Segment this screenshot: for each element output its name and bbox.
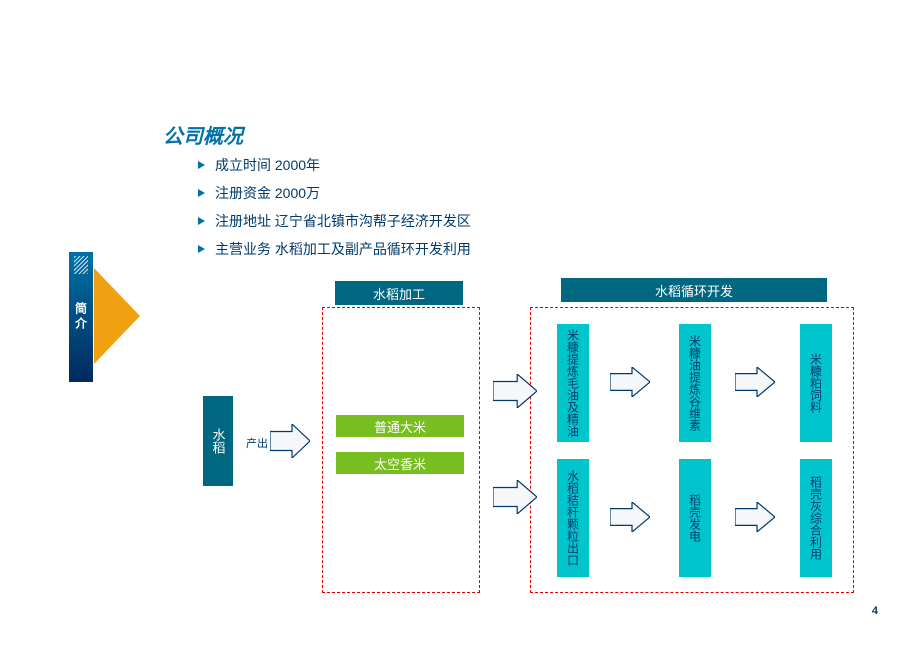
header-recycle: 水稻循环开发	[561, 278, 827, 302]
header-processing: 水稻加工	[335, 281, 463, 305]
chevron-right-icon	[198, 161, 205, 169]
cyan-box: 米糠油提炼谷维素	[679, 324, 711, 442]
cyan-box: 米糠提炼毛油及精油	[557, 324, 589, 442]
block-arrow-icon	[610, 367, 650, 397]
chevron-right-icon	[198, 245, 205, 253]
cyan-box: 稻壳灰综合利用	[800, 459, 832, 577]
cyan-box-label: 米糠粕饲料	[808, 353, 825, 413]
green-box: 太空香米	[336, 452, 464, 474]
cyan-box-label: 稻壳灰综合利用	[808, 476, 825, 560]
block-arrow-icon	[610, 502, 650, 532]
block-arrow-icon	[493, 374, 537, 408]
cyan-box-label: 稻壳发电	[687, 494, 704, 542]
chevron-right-icon	[198, 189, 205, 197]
bullet-item: 主营业务 水稻加工及副产品循环开发利用	[198, 239, 471, 259]
block-arrow-icon	[270, 424, 310, 458]
cyan-box: 水稻秸秆颗粒出口	[557, 459, 589, 577]
bullet-text: 注册资金 2000万	[215, 183, 320, 203]
hatch-decoration	[74, 256, 88, 274]
bullet-item: 注册地址 辽宁省北镇市沟帮子经济开发区	[198, 211, 471, 231]
chevron-right-icon	[198, 217, 205, 225]
cyan-box-label: 米糠提炼毛油及精油	[565, 329, 582, 437]
dashed-box-processing	[322, 307, 480, 593]
page-number: 4	[872, 605, 878, 617]
output-label: 产出	[246, 435, 268, 451]
bullet-text: 主营业务 水稻加工及副产品循环开发利用	[215, 239, 471, 259]
bullet-text: 注册地址 辽宁省北镇市沟帮子经济开发区	[215, 211, 471, 231]
block-arrow-icon	[493, 480, 537, 514]
source-box: 水稻	[203, 396, 233, 486]
source-box-label: 水稻	[209, 428, 228, 454]
bullet-list: 成立时间 2000年 注册资金 2000万 注册地址 辽宁省北镇市沟帮子经济开发…	[198, 155, 471, 267]
cyan-box-label: 水稻秸秆颗粒出口	[565, 470, 582, 566]
cyan-box-label: 米糠油提炼谷维素	[687, 335, 704, 431]
block-arrow-icon	[735, 367, 775, 397]
yellow-arrow-icon	[94, 268, 140, 364]
slide-title: 公司概况	[163, 120, 243, 149]
cyan-box: 稻壳发电	[679, 459, 711, 577]
cyan-box: 米糠粕饲料	[800, 324, 832, 442]
bullet-item: 成立时间 2000年	[198, 155, 471, 175]
block-arrow-icon	[735, 502, 775, 532]
bullet-text: 成立时间 2000年	[215, 155, 320, 175]
sidebar-tab-label: 简介	[73, 302, 90, 332]
green-box: 普通大米	[336, 415, 464, 437]
bullet-item: 注册资金 2000万	[198, 183, 471, 203]
